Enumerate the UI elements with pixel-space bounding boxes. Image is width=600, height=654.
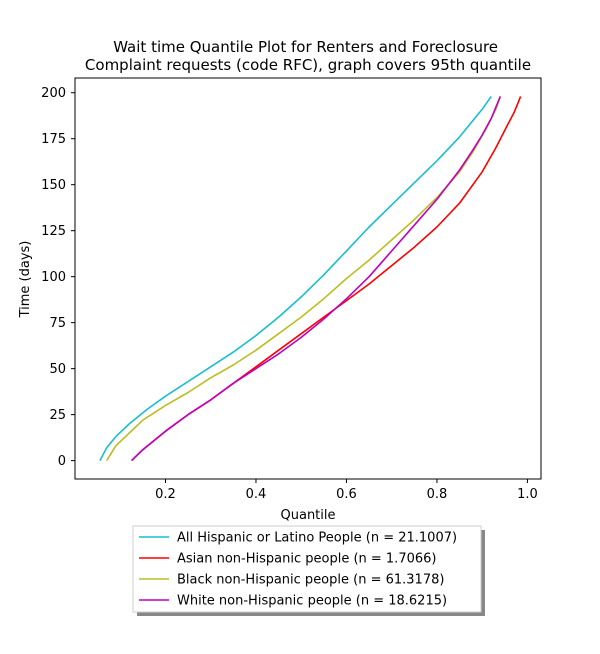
y-tick-label: 125 <box>41 224 66 239</box>
y-tick-label: 50 <box>49 362 66 377</box>
legend-label: Asian non-Hispanic people (n = 1.7066) <box>177 552 436 567</box>
y-axis-label: Time (days) <box>18 241 33 319</box>
x-tick-label: 0.4 <box>246 487 267 502</box>
series-lines <box>99 95 522 462</box>
series-line <box>106 96 502 462</box>
legend-label: White non-Hispanic people (n = 18.6215) <box>177 594 447 609</box>
legend-label: Black non-Hispanic people (n = 61.3178) <box>177 573 444 588</box>
x-tick-label: 0.6 <box>336 487 357 502</box>
x-tick-label: 0.2 <box>155 487 176 502</box>
y-tick-label: 75 <box>49 316 66 331</box>
x-axis-label: Quantile <box>281 508 336 523</box>
y-tick-label: 100 <box>41 270 66 285</box>
legend-label: All Hispanic or Latino People (n = 21.10… <box>177 531 457 546</box>
x-tick-label: 1.0 <box>517 487 538 502</box>
plot-area <box>74 77 542 480</box>
chart-title: Wait time Quantile Plot for Renters and … <box>85 38 531 74</box>
chart-title-line-2: Complaint requests (code RFC), graph cov… <box>85 56 531 74</box>
y-tick-label: 200 <box>41 86 66 101</box>
y-tick-label: 0 <box>58 454 66 469</box>
x-tick-label: 0.8 <box>427 487 448 502</box>
chart-title-line-1: Wait time Quantile Plot for Renters and … <box>113 38 498 56</box>
legend: All Hispanic or Latino People (n = 21.10… <box>132 525 485 616</box>
y-tick-label: 175 <box>41 132 66 147</box>
y-tick-label: 25 <box>49 408 66 423</box>
y-axis: 0 25 50 75 100 125 150 175 200 <box>41 86 75 469</box>
series-line <box>131 96 502 462</box>
series-line <box>131 96 522 462</box>
legend-box <box>132 525 482 613</box>
legend-entries: All Hispanic or Latino People (n = 21.10… <box>139 531 457 609</box>
series-line <box>99 95 492 461</box>
y-tick-label: 150 <box>41 178 66 193</box>
x-axis: 0.2 0.4 0.6 0.8 1.0 <box>155 479 538 502</box>
